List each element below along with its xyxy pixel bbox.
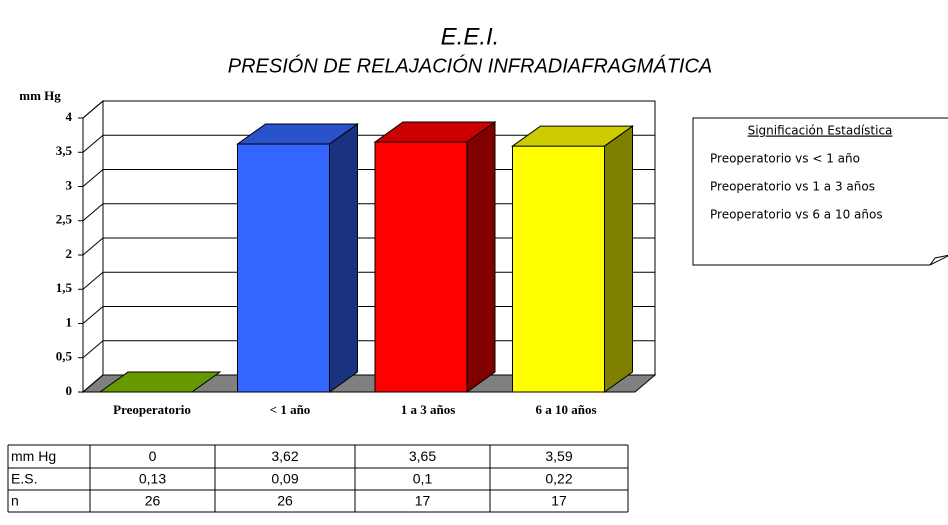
note-line: Preoperatorio vs 6 a 10 años [710,208,883,222]
table-cell: 17 [415,493,431,509]
grid-line [82,237,104,256]
note-box: Significación Estadística [692,117,948,266]
y-tick-label: 1,5 [56,280,73,295]
note-fold [929,254,948,266]
grid-line [82,340,104,359]
grid-line [82,100,104,119]
chart-subtitle: PRESIÓN DE RELAJACIÓN INFRADIAFRAGMÁTICA [228,54,713,77]
y-tick-label: 4 [66,109,73,124]
y-tick-label: 0 [66,383,73,398]
y-tick-label: 3 [66,177,73,192]
table-cell: 0,1 [413,471,433,487]
table-row-header: mm Hg [11,448,56,464]
bar-side [604,125,633,393]
bar-top [98,371,222,393]
grid-line [82,271,104,290]
table-cell: 0 [149,448,157,464]
y-axis-label: mm Hg [19,88,61,103]
x-tick-label: Preoperatorio [113,402,191,417]
y-tick-label: 2,5 [56,212,73,227]
table-cell: 3,62 [271,448,298,464]
table-cell: 26 [145,493,161,509]
table-row-header: E.S. [11,471,37,487]
x-tick-label: 6 a 10 años [535,402,596,417]
table-row-header: n [11,493,19,509]
bar-front [374,141,468,393]
y-tick-label: 0,5 [56,349,73,364]
grid-line [82,134,104,153]
bar-top [235,123,360,145]
bar-front [237,143,330,393]
y-tick-label: 3,5 [56,143,73,158]
bar-top [373,121,497,143]
table-cell: 17 [551,493,567,509]
grid-line [82,169,104,187]
grid-line [82,306,104,324]
bar-side [466,121,496,393]
note-line: Preoperatorio vs < 1 año [710,152,860,166]
table-cell: 0,13 [139,471,166,487]
bar-top [510,125,635,147]
chart-title: E.E.I. [441,23,500,50]
x-tick-label: 1 a 3 años [401,402,456,417]
y-tick-label: 2 [66,246,73,261]
grid-line [82,203,104,222]
x-tick-label: < 1 año [270,402,311,417]
grid-line [82,374,104,393]
note-line: Preoperatorio vs 1 a 3 años [710,180,875,194]
table-cell: 26 [277,493,293,509]
note-frame [692,117,948,266]
y-tick-label: 1 [66,314,73,329]
bar-side [329,123,358,393]
table-cell: 3,65 [409,448,436,464]
note-title: Significación Estadística [748,124,893,138]
bar-front [512,145,605,393]
table-cell: 0,22 [545,471,572,487]
table-cell: 0,09 [271,471,298,487]
table-cell: 3,59 [545,448,572,464]
